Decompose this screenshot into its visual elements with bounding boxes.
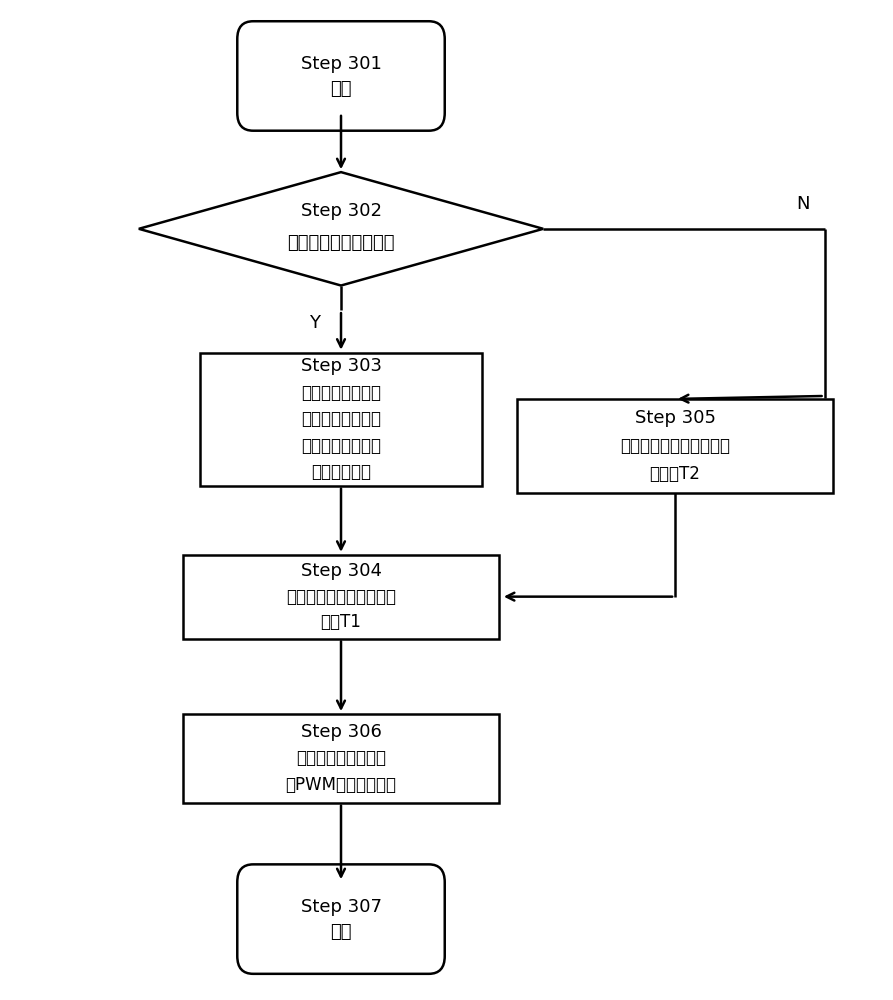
Text: 定值T1: 定值T1 [321,613,362,631]
Text: 进入电机控制模块生: 进入电机控制模块生 [296,749,386,767]
Text: 成PWM信号驱动电机: 成PWM信号驱动电机 [286,776,396,794]
Text: Step 301: Step 301 [301,55,381,73]
Text: 定的空间电压矢量: 定的空间电压矢量 [301,437,381,455]
Text: 结束: 结束 [330,923,352,941]
Text: Step 306: Step 306 [301,723,381,741]
Text: 给定值T2: 给定值T2 [649,465,700,483]
Text: N: N [796,195,809,213]
Text: Y: Y [309,314,320,332]
Text: Step 305: Step 305 [635,409,715,427]
Text: 和零电压矢量: 和零电压矢量 [311,463,371,481]
FancyBboxPatch shape [238,21,445,131]
Text: 是否进入坡道辅助模式: 是否进入坡道辅助模式 [288,234,395,252]
Text: 电机进入坡道辅助: 电机进入坡道辅助 [301,384,381,402]
Text: Step 307: Step 307 [301,898,381,916]
FancyBboxPatch shape [238,864,445,974]
Polygon shape [138,172,543,286]
Text: Step 303: Step 303 [301,357,381,375]
Text: 油门信号计算输出转矩的: 油门信号计算输出转矩的 [620,437,730,455]
Text: 坡道辅助模式下转矩的给: 坡道辅助模式下转矩的给 [286,588,396,606]
Text: Step 302: Step 302 [301,202,381,220]
Bar [200,353,481,486]
Bar [517,399,833,493]
Text: Step 304: Step 304 [301,562,381,580]
Text: 开始: 开始 [330,80,352,98]
Bar [183,714,499,803]
Text: 模式，交替给定固: 模式，交替给定固 [301,410,381,428]
Bar [183,555,499,639]
